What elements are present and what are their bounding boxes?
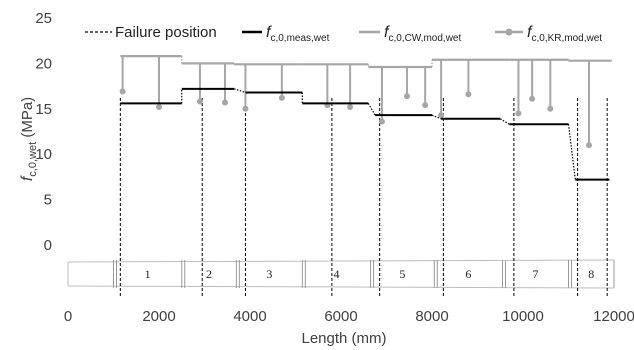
beam-top-edge — [67, 259, 615, 263]
x-axis-title: Length (mm) — [301, 330, 386, 347]
x-tick-label: 0 — [64, 308, 72, 325]
x-tick-label: 8000 — [415, 308, 448, 325]
meas-series-transition — [567, 124, 576, 180]
kr-point — [403, 93, 410, 100]
segment-label: 7 — [533, 267, 539, 281]
meas-series-transition — [367, 103, 376, 116]
legend-kr-label: fc,0,KR,mod,wet — [527, 24, 602, 44]
y-tick-label: 15 — [35, 101, 52, 118]
legend-failure-label: Failure position — [115, 24, 217, 41]
legend-kr-sub: c,0,KR,mod,wet — [531, 33, 602, 44]
y-tick-label: 5 — [44, 192, 52, 209]
failure-positions — [119, 98, 608, 298]
legend-meas-main: f — [266, 24, 272, 41]
kr-point — [119, 88, 126, 95]
legend-cw-label: fc,0,CW,mod,wet — [384, 24, 461, 44]
segment-label: 3 — [266, 267, 272, 281]
segment-label: 4 — [333, 267, 339, 281]
kr-point — [465, 91, 472, 98]
x-tick-label: 10000 — [502, 308, 544, 325]
y-tick-label: 25 — [35, 10, 52, 27]
series-layer — [119, 55, 612, 181]
x-tick-label: 6000 — [324, 308, 357, 325]
kr-point — [422, 102, 429, 109]
legend-kr-main: f — [527, 24, 533, 41]
kr-point — [529, 95, 536, 102]
y-tick-label: 10 — [35, 146, 52, 163]
legend-meas-label: fc,0,meas,wet — [266, 24, 330, 44]
y-axis-title-sub: c,0,wet — [27, 142, 39, 177]
y-axis-title: fc,0,wet (MPa) — [19, 97, 39, 181]
kr-point — [242, 105, 249, 112]
segment-label: 1 — [145, 267, 151, 281]
y-tick-label: 20 — [35, 55, 52, 72]
beam-bottom-edge — [67, 285, 615, 289]
segment-label: 2 — [206, 267, 212, 281]
segment-label: 6 — [465, 267, 471, 281]
kr-point — [347, 103, 354, 110]
legend-cw-main: f — [384, 24, 390, 41]
x-tick-label: 2000 — [142, 308, 175, 325]
kr-point — [438, 112, 445, 119]
kr-point — [278, 94, 285, 101]
kr-point — [196, 98, 203, 105]
kr-point — [515, 110, 522, 117]
y-tick-label: 0 — [44, 237, 52, 254]
segment-label: 5 — [399, 267, 405, 281]
kr-point — [156, 103, 162, 110]
kr-point — [585, 142, 592, 149]
svg-text:fc,0,wet (MPa): fc,0,wet (MPa) — [19, 97, 39, 181]
kr-point — [221, 99, 228, 106]
legend-kr-marker — [505, 28, 513, 36]
kr-point — [547, 105, 554, 112]
kr-point — [378, 118, 385, 125]
segment-label: 8 — [588, 267, 594, 281]
meas-series-transition — [233, 88, 246, 94]
y-axis-title-main: f — [19, 175, 36, 181]
beam-segments: 1 2 3 4 5 6 7 8 — [67, 259, 615, 289]
legend-meas-sub: c,0,meas,wet — [270, 33, 329, 44]
meas-series-transition — [499, 118, 510, 125]
legend-cw-sub: c,0,CW,mod,wet — [388, 33, 461, 44]
x-tick-label: 4000 — [233, 308, 266, 325]
y-axis-title-unit: (MPa) — [19, 97, 36, 142]
legend: Failure position fc,0,meas,wet fc,0,CW,m… — [85, 24, 602, 44]
x-tick-label: 12000 — [593, 308, 634, 325]
